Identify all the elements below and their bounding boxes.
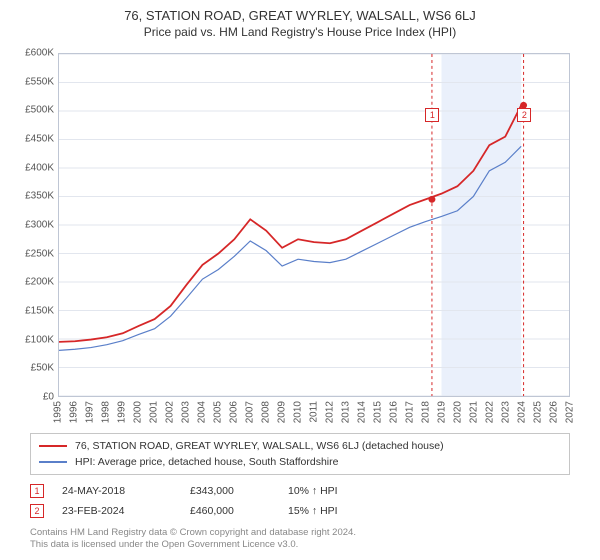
y-tick-label: £450K [10,134,54,145]
x-tick-label: 2003 [181,401,192,423]
event-date: 23-FEB-2024 [62,505,172,517]
x-tick-label: 1995 [53,401,64,423]
legend-item-hpi: HPI: Average price, detached house, Sout… [39,454,561,470]
chart-event-tag: 1 [425,108,439,122]
chart-title: 76, STATION ROAD, GREAT WYRLEY, WALSALL,… [0,8,600,23]
x-tick-label: 2025 [533,401,544,423]
y-tick-label: £0 [10,392,54,403]
y-tick-label: £50K [10,363,54,374]
y-tick-label: £200K [10,277,54,288]
x-tick-label: 2006 [229,401,240,423]
legend-item-property: 76, STATION ROAD, GREAT WYRLEY, WALSALL,… [39,438,561,454]
x-tick-label: 2013 [341,401,352,423]
x-tick-label: 2011 [309,401,320,423]
x-tick-label: 2005 [213,401,224,423]
x-tick-label: 2022 [485,401,496,423]
x-tick-label: 2020 [453,401,464,423]
y-tick-label: £250K [10,248,54,259]
x-axis-labels: 1995199619971998199920002001200220032004… [58,399,570,427]
y-tick-label: £550K [10,76,54,87]
x-tick-label: 2015 [373,401,384,423]
x-tick-label: 1998 [101,401,112,423]
event-tag: 2 [30,504,44,518]
y-tick-label: £500K [10,105,54,116]
x-tick-label: 2008 [261,401,272,423]
legend-swatch [39,461,67,463]
x-tick-label: 2026 [549,401,560,423]
x-tick-label: 2021 [469,401,480,423]
y-tick-label: £400K [10,162,54,173]
chart-area: £0 £50K £100K £150K £200K £250K £300K £350K £400… [10,47,580,427]
event-date: 24-MAY-2018 [62,485,172,497]
legend-swatch [39,445,67,447]
x-tick-label: 2007 [245,401,256,423]
chart-svg [59,54,569,396]
y-tick-label: £100K [10,334,54,345]
y-tick-label: £300K [10,220,54,231]
y-tick-label: £350K [10,191,54,202]
event-row: 1 24-MAY-2018 £343,000 10% ↑ HPI [30,481,570,501]
event-diff: 15% ↑ HPI [288,505,398,517]
x-tick-label: 2027 [565,401,576,423]
event-tag: 1 [30,484,44,498]
x-tick-label: 2004 [197,401,208,423]
x-tick-label: 2019 [437,401,448,423]
y-axis-labels: £0£50K£100K£150K£200K£250K£300K£350K£400… [10,53,56,397]
x-tick-label: 2016 [389,401,400,423]
title-block: 76, STATION ROAD, GREAT WYRLEY, WALSALL,… [0,0,600,43]
chart-subtitle: Price paid vs. HM Land Registry's House … [0,25,600,39]
x-tick-label: 2023 [501,401,512,423]
x-tick-label: 2001 [149,401,160,423]
x-tick-label: 2012 [325,401,336,423]
event-diff: 10% ↑ HPI [288,485,398,497]
footer-line: This data is licensed under the Open Gov… [30,539,570,551]
plot-area [58,53,570,397]
event-price: £343,000 [190,485,270,497]
y-tick-label: £150K [10,306,54,317]
x-tick-label: 2002 [165,401,176,423]
x-tick-label: 1997 [85,401,96,423]
footer-line: Contains HM Land Registry data © Crown c… [30,527,570,539]
x-tick-label: 2000 [133,401,144,423]
events-table: 1 24-MAY-2018 £343,000 10% ↑ HPI 2 23-FE… [30,481,570,521]
legend-label: HPI: Average price, detached house, Sout… [75,456,338,468]
chart-event-tag: 2 [517,108,531,122]
y-tick-label: £600K [10,48,54,59]
x-tick-label: 2010 [293,401,304,423]
event-row: 2 23-FEB-2024 £460,000 15% ↑ HPI [30,501,570,521]
x-tick-label: 2009 [277,401,288,423]
x-tick-label: 1996 [69,401,80,423]
event-price: £460,000 [190,505,270,517]
legend-label: 76, STATION ROAD, GREAT WYRLEY, WALSALL,… [75,440,444,452]
x-tick-label: 1999 [117,401,128,423]
footer-attribution: Contains HM Land Registry data © Crown c… [30,527,570,552]
x-tick-label: 2014 [357,401,368,423]
x-tick-label: 2018 [421,401,432,423]
legend: 76, STATION ROAD, GREAT WYRLEY, WALSALL,… [30,433,570,475]
x-tick-label: 2017 [405,401,416,423]
x-tick-label: 2024 [517,401,528,423]
